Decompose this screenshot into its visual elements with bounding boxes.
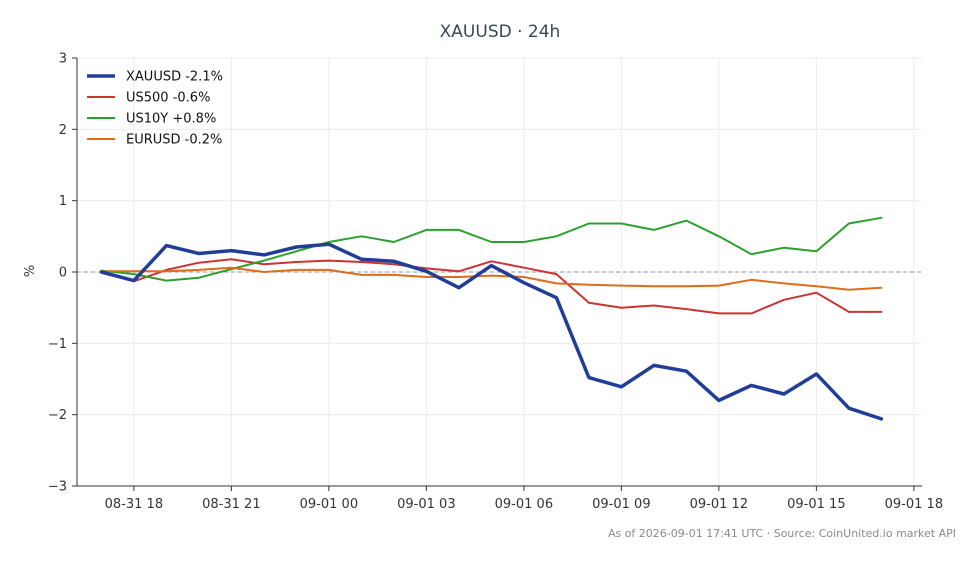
x-tick-label: 09-01 09 <box>592 497 650 512</box>
series-line-eurusd <box>100 266 883 291</box>
y-tick-label: −1 <box>48 337 67 352</box>
chart-title: XAUUSD · 24h <box>440 22 561 42</box>
x-tick-label: 09-01 12 <box>690 497 748 512</box>
x-tick-label: 08-31 21 <box>202 497 260 512</box>
series-line-xauusd <box>99 242 884 421</box>
legend-label: US10Y +0.8% <box>126 112 216 127</box>
legend: XAUUSD -2.1% US500 -0.6% US10Y +0.8% EURUSD… <box>87 70 223 148</box>
y-tick-label: 1 <box>59 194 67 209</box>
series-line-us10y <box>100 216 883 282</box>
axes: 3 2 1 0 −1 −2 −3 08-31 18 08-31 21 09-01 00 09-01 … <box>48 52 943 513</box>
x-tick-label: 08-31 18 <box>105 497 163 512</box>
x-tick-label: 09-01 06 <box>495 497 553 512</box>
series-lines <box>99 216 884 421</box>
y-tick-label: −3 <box>48 480 67 495</box>
x-tick-label: 09-01 18 <box>885 497 943 512</box>
y-tick-label: −2 <box>48 408 67 423</box>
series-line-us500 <box>100 258 883 315</box>
x-tick-label: 09-01 15 <box>787 497 845 512</box>
y-axis-label: % <box>23 265 38 277</box>
footer-note: As of 2026-09-01 17:41 UTC · Source: Coi… <box>608 527 956 540</box>
legend-label: EURUSD -0.2% <box>126 133 222 148</box>
x-tick-label: 09-01 03 <box>397 497 455 512</box>
y-tick-label: 0 <box>59 266 67 281</box>
legend-label: XAUUSD -2.1% <box>126 70 223 85</box>
y-tick-label: 3 <box>59 52 67 67</box>
legend-label: US500 -0.6% <box>126 91 210 106</box>
x-tick-label: 09-01 00 <box>300 497 358 512</box>
y-tick-label: 2 <box>59 123 67 138</box>
